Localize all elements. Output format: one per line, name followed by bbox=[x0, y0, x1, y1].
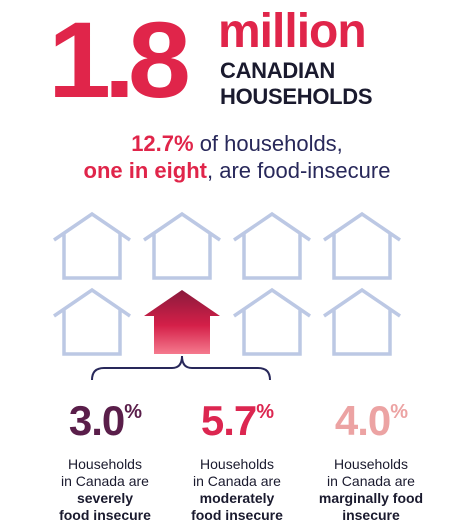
brace-icon bbox=[91, 355, 271, 381]
headline-percent: 12.7% bbox=[131, 131, 194, 156]
stat-desc-line: in Canada are bbox=[61, 473, 149, 489]
headline-fraction: one in eight bbox=[83, 158, 207, 183]
stat-desc-line: Households bbox=[68, 456, 142, 472]
stat-desc-line: Households bbox=[200, 456, 274, 472]
headline-line-1: 12.7% of households, bbox=[0, 131, 474, 157]
stat-desc-line: in Canada are bbox=[327, 473, 415, 489]
stat-marginal-value: 4.0% bbox=[296, 400, 446, 442]
stat-severe-suffix: % bbox=[124, 401, 142, 423]
stat-severe-value: 3.0% bbox=[30, 400, 180, 442]
stat-moderate-description: Households in Canada are moderately food… bbox=[162, 456, 312, 524]
headline-line-2-text: , are food-insecure bbox=[207, 158, 391, 183]
stat-moderate-number: 5.7 bbox=[200, 397, 257, 444]
hero-line-canadian: CANADIAN bbox=[220, 58, 335, 83]
house-outline-icon bbox=[53, 211, 131, 280]
stat-marginal-suffix: % bbox=[390, 401, 408, 423]
house-outline-icon bbox=[53, 287, 131, 356]
stat-moderate-suffix: % bbox=[256, 401, 274, 423]
stat-moderate-value: 5.7% bbox=[162, 400, 312, 442]
house-outline-icon bbox=[143, 211, 221, 280]
stat-desc-line-bold: moderately bbox=[199, 490, 275, 506]
house-grid bbox=[53, 211, 401, 381]
hero-number: 1.8 bbox=[48, 0, 191, 120]
house-outline-icon bbox=[233, 287, 311, 356]
house-outline-icon bbox=[323, 287, 401, 356]
hero-line-households: HOUSEHOLDS bbox=[220, 84, 373, 109]
stat-desc-line-bold: marginally food bbox=[318, 490, 424, 506]
hero-unit: million bbox=[218, 5, 367, 58]
stat-marginal-number: 4.0 bbox=[334, 397, 391, 444]
stat-desc-line-bold: food insecure bbox=[191, 507, 283, 523]
stat-severe-description: Households in Canada are severely food i… bbox=[30, 456, 180, 524]
headline-line-1-text: of households, bbox=[193, 131, 343, 156]
stat-desc-line-bold: severely bbox=[76, 490, 134, 506]
stat-marginal-description: Households in Canada are marginally food… bbox=[296, 456, 446, 524]
stat-desc-line: in Canada are bbox=[193, 473, 281, 489]
house-outline-icon bbox=[323, 211, 401, 280]
stat-desc-line-bold: food insecure bbox=[59, 507, 151, 523]
headline-line-2: one in eight, are food-insecure bbox=[0, 158, 474, 184]
house-outline-icon bbox=[233, 211, 311, 280]
house-filled-icon bbox=[144, 290, 220, 354]
stat-desc-line-bold: insecure bbox=[342, 507, 400, 523]
stat-severe-number: 3.0 bbox=[68, 397, 125, 444]
stat-desc-line: Households bbox=[334, 456, 408, 472]
